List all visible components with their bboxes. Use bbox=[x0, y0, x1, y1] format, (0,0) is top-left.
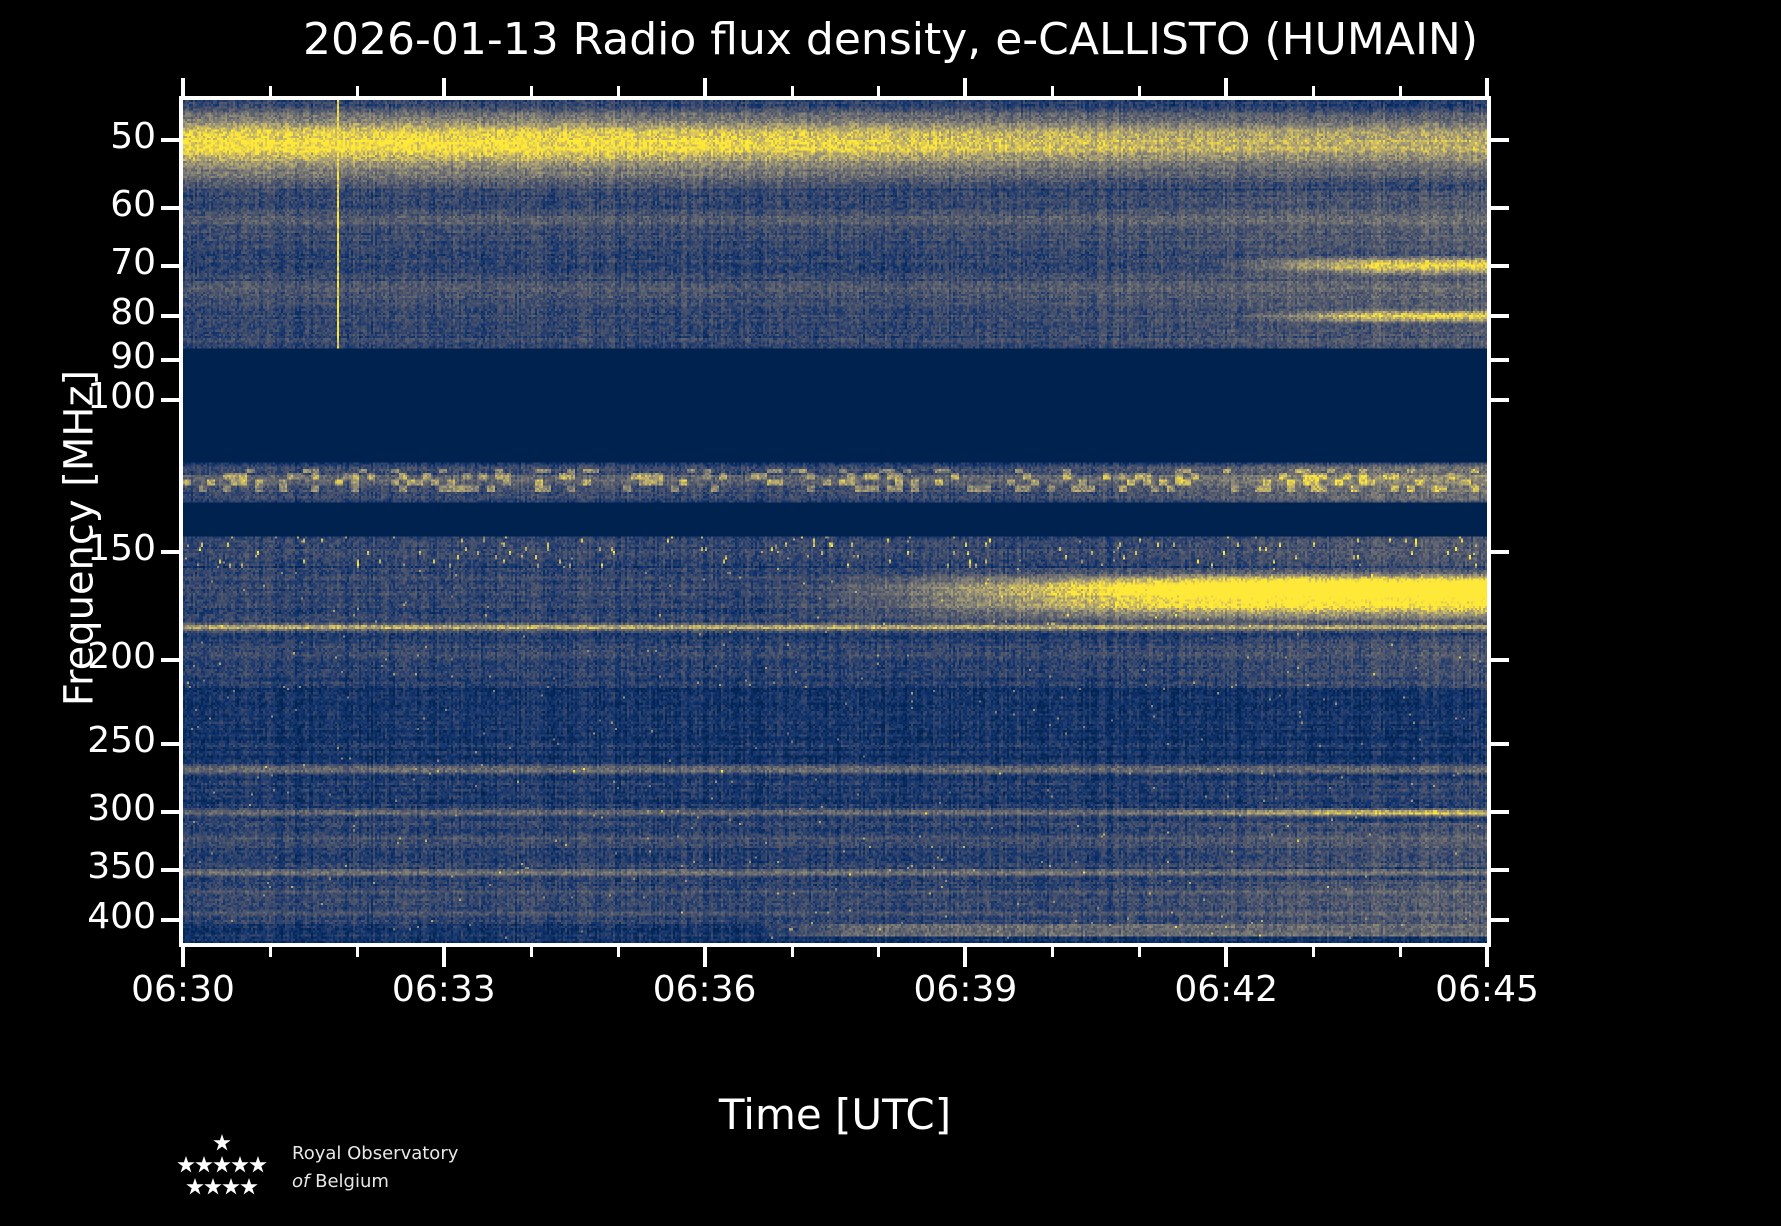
x-tick-label-06:30: 06:30 bbox=[131, 969, 235, 1010]
y-tick-150 bbox=[161, 550, 181, 554]
y-tick-label-70: 70 bbox=[110, 241, 156, 283]
y-tick-right-400 bbox=[1489, 918, 1509, 923]
eu-stars-icon bbox=[177, 1134, 267, 1195]
y-tick-70 bbox=[161, 263, 181, 268]
x-tick-minor-top bbox=[1051, 86, 1055, 98]
y-tick-60 bbox=[161, 206, 181, 210]
y-tick-label-200: 200 bbox=[87, 636, 156, 677]
x-tick-label-06:33: 06:33 bbox=[391, 969, 496, 1010]
y-tick-label-250: 250 bbox=[87, 719, 156, 761]
x-tick-minor-top bbox=[529, 86, 533, 98]
y-tick-label-300: 300 bbox=[87, 788, 156, 830]
x-tick-06:42 bbox=[1224, 945, 1229, 967]
x-tick-label-06:36: 06:36 bbox=[652, 969, 757, 1010]
x-tick-minor bbox=[529, 945, 533, 957]
y-tick-350 bbox=[161, 868, 181, 873]
y-tick-300 bbox=[161, 810, 181, 815]
spectrogram-image[interactable] bbox=[183, 100, 1487, 943]
logo-of: of bbox=[292, 1170, 310, 1192]
x-tick-06:39 bbox=[963, 945, 968, 967]
x-tick-minor-top bbox=[1399, 86, 1403, 98]
x-tick-top-06:36 bbox=[702, 78, 707, 98]
axis-spine-top bbox=[183, 96, 1487, 100]
spectrogram-plot-area[interactable] bbox=[183, 100, 1487, 943]
x-tick-minor bbox=[1051, 945, 1055, 957]
y-tick-right-300 bbox=[1489, 810, 1509, 815]
x-tick-label-06:39: 06:39 bbox=[913, 969, 1018, 1010]
y-axis-title: Frequency [MHz] bbox=[56, 369, 103, 707]
y-tick-label-100: 100 bbox=[87, 375, 156, 417]
x-tick-minor bbox=[355, 945, 359, 957]
y-tick-100 bbox=[161, 397, 181, 402]
y-tick-right-100 bbox=[1489, 397, 1509, 402]
y-tick-200 bbox=[161, 658, 181, 662]
x-tick-06:33 bbox=[441, 945, 446, 967]
x-tick-minor-top bbox=[268, 86, 272, 98]
x-tick-top-06:42 bbox=[1224, 78, 1229, 98]
y-tick-label-400: 400 bbox=[87, 896, 156, 938]
y-tick-50 bbox=[161, 137, 181, 142]
y-tick-label-60: 60 bbox=[110, 184, 156, 225]
x-tick-06:45 bbox=[1485, 945, 1489, 967]
x-tick-top-06:30 bbox=[181, 78, 185, 98]
x-tick-minor-top bbox=[1312, 86, 1316, 98]
x-tick-label-06:42: 06:42 bbox=[1174, 969, 1279, 1010]
x-tick-06:30 bbox=[181, 945, 185, 967]
x-tick-minor bbox=[877, 945, 881, 957]
x-tick-minor bbox=[268, 945, 272, 957]
y-tick-right-250 bbox=[1489, 741, 1509, 746]
axis-spine-left bbox=[179, 96, 183, 947]
logo-line-1: Royal Observatory bbox=[292, 1143, 459, 1164]
y-tick-right-70 bbox=[1489, 263, 1509, 268]
x-tick-top-06:45 bbox=[1485, 78, 1489, 98]
x-tick-minor-top bbox=[1138, 86, 1142, 98]
y-tick-80 bbox=[161, 314, 181, 318]
page-title: 2026-01-13 Radio flux density, e-CALLIST… bbox=[302, 14, 1479, 65]
y-tick-right-150 bbox=[1489, 550, 1509, 554]
x-tick-top-06:33 bbox=[441, 78, 446, 98]
logo-text: Royal Observatory of Belgium bbox=[292, 1140, 458, 1196]
x-tick-06:36 bbox=[702, 945, 707, 967]
y-tick-right-90 bbox=[1489, 358, 1509, 363]
x-tick-minor bbox=[1138, 945, 1142, 957]
y-tick-right-80 bbox=[1489, 314, 1509, 318]
royal-observatory-logo: Royal Observatory of Belgium bbox=[170, 1132, 590, 1212]
x-tick-minor-top bbox=[616, 86, 620, 98]
y-tick-90 bbox=[161, 358, 181, 363]
y-tick-right-200 bbox=[1489, 658, 1509, 662]
x-tick-minor-top bbox=[877, 86, 881, 98]
y-tick-right-350 bbox=[1489, 868, 1509, 873]
y-tick-label-350: 350 bbox=[87, 846, 156, 888]
y-tick-label-90: 90 bbox=[110, 336, 156, 378]
axis-spine-bottom bbox=[183, 943, 1487, 947]
y-tick-label-150: 150 bbox=[87, 528, 156, 569]
y-tick-250 bbox=[161, 741, 181, 746]
x-tick-minor bbox=[1312, 945, 1316, 957]
y-tick-label-50: 50 bbox=[110, 115, 156, 157]
x-tick-minor bbox=[1399, 945, 1403, 957]
x-tick-minor bbox=[616, 945, 620, 957]
x-tick-minor-top bbox=[790, 86, 794, 98]
y-tick-400 bbox=[161, 918, 181, 923]
logo-belgium: Belgium bbox=[315, 1170, 389, 1192]
x-tick-top-06:39 bbox=[963, 78, 968, 98]
logo-line-2: of Belgium bbox=[292, 1168, 458, 1196]
y-tick-right-50 bbox=[1489, 137, 1509, 142]
x-tick-label-06:45: 06:45 bbox=[1435, 969, 1539, 1010]
y-tick-right-60 bbox=[1489, 206, 1509, 210]
x-tick-minor bbox=[790, 945, 794, 957]
x-tick-minor-top bbox=[355, 86, 359, 98]
y-tick-label-80: 80 bbox=[110, 292, 156, 333]
axis-spine-right bbox=[1487, 96, 1491, 947]
x-axis-title: Time [UTC] bbox=[718, 1090, 952, 1139]
